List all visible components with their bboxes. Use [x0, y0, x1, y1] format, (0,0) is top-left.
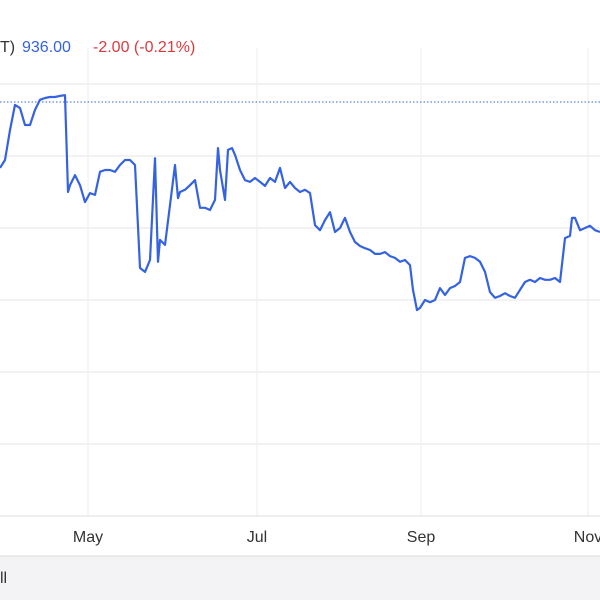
x-tick-label: May [73, 529, 103, 546]
change: -2.00 (-0.21%) [93, 39, 195, 56]
footer-bar [0, 556, 600, 600]
symbol: T) [0, 39, 15, 56]
price: 936.00 [22, 39, 71, 56]
x-tick-label: Nov [574, 529, 600, 546]
price-line [0, 94, 600, 312]
footer-tab[interactable]: ll [0, 570, 7, 587]
x-tick-label: Sep [407, 529, 436, 546]
x-tick-label: Jul [247, 529, 267, 546]
